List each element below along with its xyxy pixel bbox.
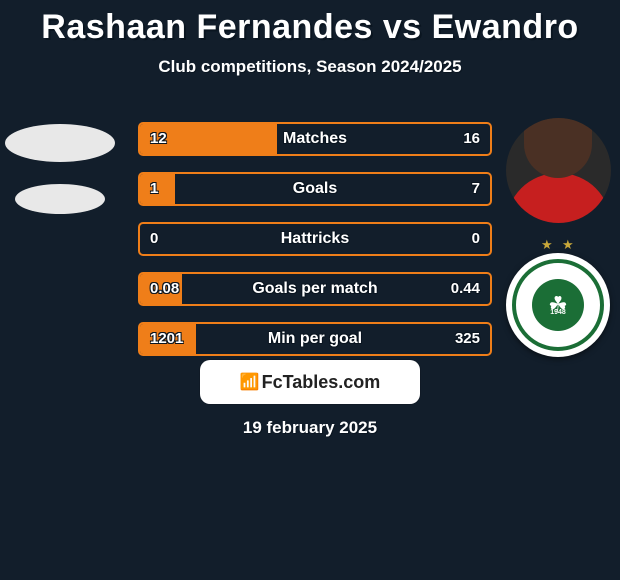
subtitle: Club competitions, Season 2024/2025 xyxy=(0,57,620,77)
chart-icon: 📶 xyxy=(240,372,258,392)
stat-row: 0.080.44Goals per match xyxy=(138,272,492,306)
stat-label: Hattricks xyxy=(140,224,490,254)
player-avatar xyxy=(506,118,611,223)
stat-value-right: 0 xyxy=(462,224,490,254)
comparison-card: Rashaan Fernandes vs Ewandro Club compet… xyxy=(0,0,620,580)
stat-value-right: 325 xyxy=(445,324,490,354)
stat-row: 0 0Hattricks xyxy=(138,222,492,256)
stat-row: 17Goals xyxy=(138,172,492,206)
stat-value-right: 0.44 xyxy=(441,274,490,304)
stat-value-right: 16 xyxy=(453,124,490,154)
club-badge-placeholder xyxy=(15,184,105,214)
stat-label: Goals per match xyxy=(140,274,490,304)
bar-fill-left xyxy=(140,124,277,154)
date-label: 19 february 2025 xyxy=(0,418,620,438)
club-badge: ★ ★ ☘ 1948 xyxy=(506,253,610,357)
stat-row: 1201325Min per goal xyxy=(138,322,492,356)
bar-fill-left xyxy=(140,274,182,304)
page-title: Rashaan Fernandes vs Ewandro xyxy=(0,0,620,47)
left-player-column xyxy=(4,118,116,372)
star-icon: ★ xyxy=(541,237,553,253)
stat-label: Goals xyxy=(140,174,490,204)
stat-value-left: 0 xyxy=(140,224,168,254)
attribution-text: FcTables.com xyxy=(262,372,381,393)
bar-fill-left xyxy=(140,174,175,204)
attribution-badge: 📶 FcTables.com xyxy=(200,360,420,404)
player-avatar-placeholder xyxy=(5,124,115,162)
bar-fill-left xyxy=(140,324,196,354)
stat-row: 1216Matches xyxy=(138,122,492,156)
club-year: 1948 xyxy=(532,309,584,316)
stat-value-right: 7 xyxy=(462,174,490,204)
star-icon: ★ xyxy=(562,237,574,253)
stat-bars: 1216Matches 17Goals 0 0Hattricks 0.080.44Goa… xyxy=(138,122,492,372)
right-player-column: ★ ★ ☘ 1948 xyxy=(502,118,614,372)
